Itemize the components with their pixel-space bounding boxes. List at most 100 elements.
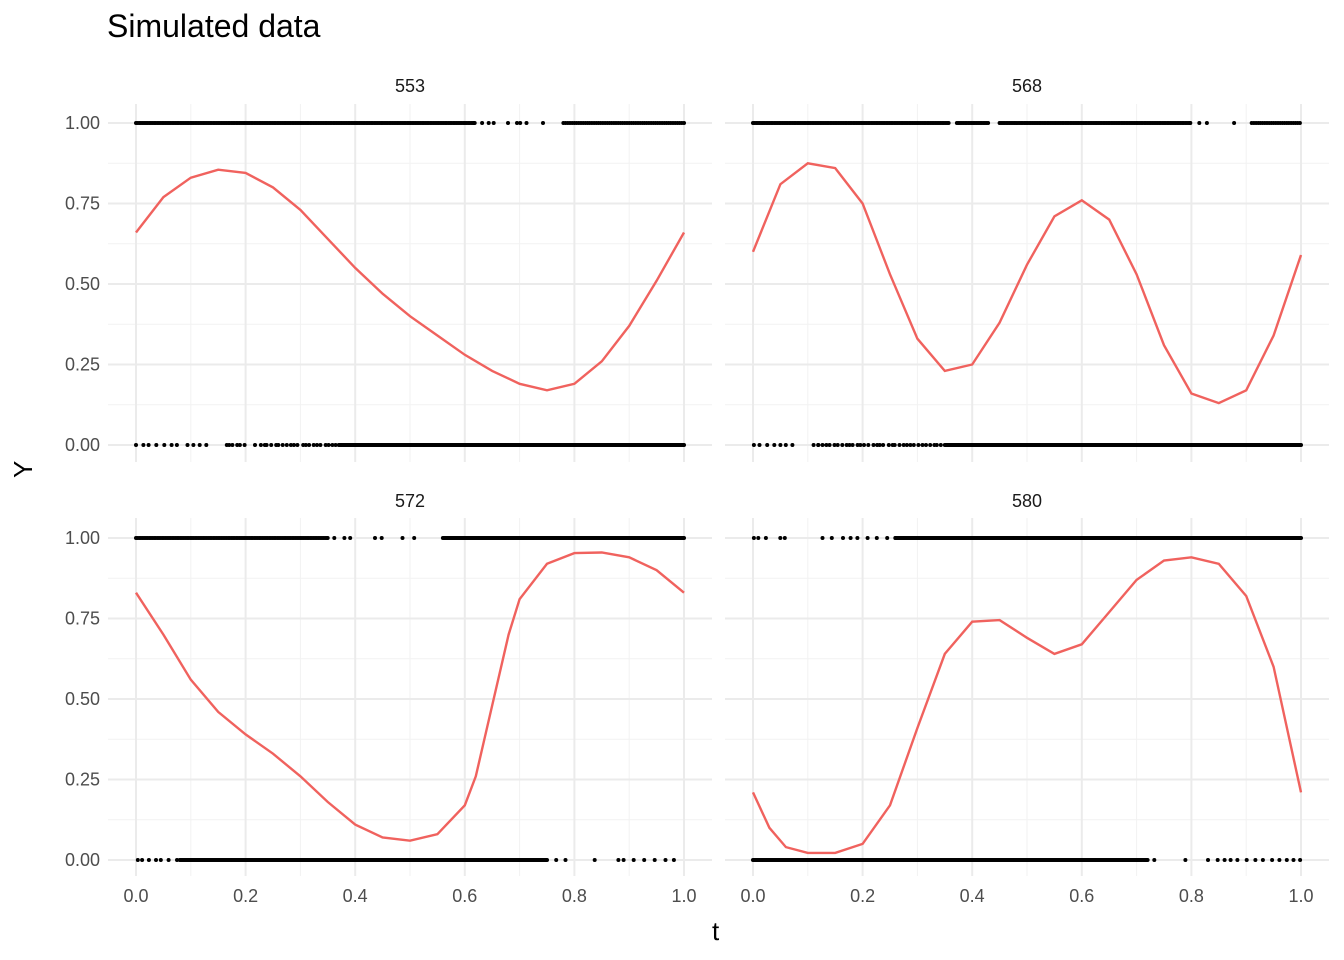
data-point xyxy=(311,443,316,447)
data-point xyxy=(325,536,330,540)
data-point xyxy=(924,443,928,447)
data-point xyxy=(844,443,849,447)
x-tick-label: 0.6 xyxy=(452,886,477,906)
data-point xyxy=(824,443,829,447)
data-point xyxy=(816,443,821,447)
data-point xyxy=(1291,858,1296,862)
data-point xyxy=(342,536,347,540)
data-point xyxy=(865,536,870,540)
data-point xyxy=(227,443,232,447)
data-point xyxy=(134,443,138,447)
x-tick-label: 0.0 xyxy=(740,886,765,906)
data-point xyxy=(242,443,247,447)
data-point xyxy=(772,443,777,447)
data-point xyxy=(1206,858,1210,862)
probability-curve xyxy=(751,556,1303,855)
data-point xyxy=(850,443,855,447)
data-point xyxy=(1215,858,1220,862)
data-point xyxy=(1232,121,1237,125)
observation-points xyxy=(134,121,686,447)
data-point xyxy=(373,536,377,540)
data-point xyxy=(276,443,281,447)
data-point xyxy=(230,443,235,447)
data-point xyxy=(154,443,159,447)
data-point xyxy=(897,443,902,447)
data-point xyxy=(928,443,933,447)
data-point xyxy=(175,858,179,862)
data-point xyxy=(1183,858,1188,862)
data-point xyxy=(323,443,328,447)
data-point xyxy=(307,443,312,447)
data-point xyxy=(757,443,762,447)
data-point xyxy=(554,858,559,862)
data-point xyxy=(264,443,269,447)
x-tick-label: 0.8 xyxy=(1179,886,1204,906)
data-point xyxy=(379,536,384,540)
data-point xyxy=(682,121,686,125)
data-point xyxy=(1270,858,1275,862)
data-point xyxy=(332,536,337,540)
data-point xyxy=(652,858,657,862)
x-tick-label: 0.6 xyxy=(1069,886,1094,906)
data-point xyxy=(544,858,548,862)
facet-strip-label: 572 xyxy=(395,491,425,511)
x-axis-label: t xyxy=(712,916,720,946)
x-tick-label: 1.0 xyxy=(671,886,696,906)
facet-panel-568: 568 xyxy=(725,76,1329,462)
data-point xyxy=(140,858,145,862)
x-tick-label: 0.2 xyxy=(850,886,875,906)
facet-panel-553: 553 0.00 0.25 0.50 0.75 1.00 xyxy=(65,76,712,462)
data-point xyxy=(154,858,158,862)
data-point xyxy=(848,536,853,540)
data-point xyxy=(871,443,876,447)
probability-curve xyxy=(134,551,685,842)
data-point xyxy=(1299,536,1303,540)
data-point xyxy=(486,121,491,125)
data-point xyxy=(938,443,943,447)
data-point xyxy=(901,443,906,447)
data-point xyxy=(892,443,897,447)
data-point xyxy=(886,443,891,447)
data-point xyxy=(1260,858,1265,862)
data-point xyxy=(280,443,285,447)
data-point xyxy=(158,858,163,862)
data-point xyxy=(258,443,263,447)
data-point xyxy=(191,443,196,447)
data-point xyxy=(790,443,795,447)
data-point xyxy=(778,536,783,540)
data-point xyxy=(756,536,761,540)
data-point xyxy=(174,443,179,447)
x-tick-label: 0.4 xyxy=(960,886,985,906)
data-point xyxy=(166,858,171,862)
data-point xyxy=(330,443,335,447)
data-point xyxy=(934,443,939,447)
data-point xyxy=(811,443,816,447)
data-point xyxy=(877,443,882,447)
facet-strip-label: 568 xyxy=(1012,76,1042,96)
data-point xyxy=(1204,121,1209,125)
data-point xyxy=(315,443,319,447)
data-point xyxy=(920,443,925,447)
data-point xyxy=(326,443,331,447)
data-point xyxy=(621,858,626,862)
y-tick-label: 0.50 xyxy=(65,274,100,294)
data-point xyxy=(269,443,274,447)
data-point xyxy=(682,536,686,540)
data-point xyxy=(400,536,405,540)
data-point xyxy=(783,443,788,447)
data-point xyxy=(1222,858,1227,862)
data-point xyxy=(1235,858,1240,862)
data-point xyxy=(1297,121,1302,125)
data-point xyxy=(751,443,756,447)
facet-strip-label: 553 xyxy=(395,76,425,96)
data-point xyxy=(146,443,151,447)
data-point xyxy=(840,443,845,447)
data-point xyxy=(1152,858,1157,862)
y-tick-label: 0.25 xyxy=(65,770,100,790)
facet-strip-label: 580 xyxy=(1012,491,1042,511)
data-point xyxy=(820,443,825,447)
x-tick-label: 0.2 xyxy=(233,886,258,906)
data-point xyxy=(563,858,568,862)
y-tick-label: 0.00 xyxy=(65,435,100,455)
data-point xyxy=(515,121,519,125)
